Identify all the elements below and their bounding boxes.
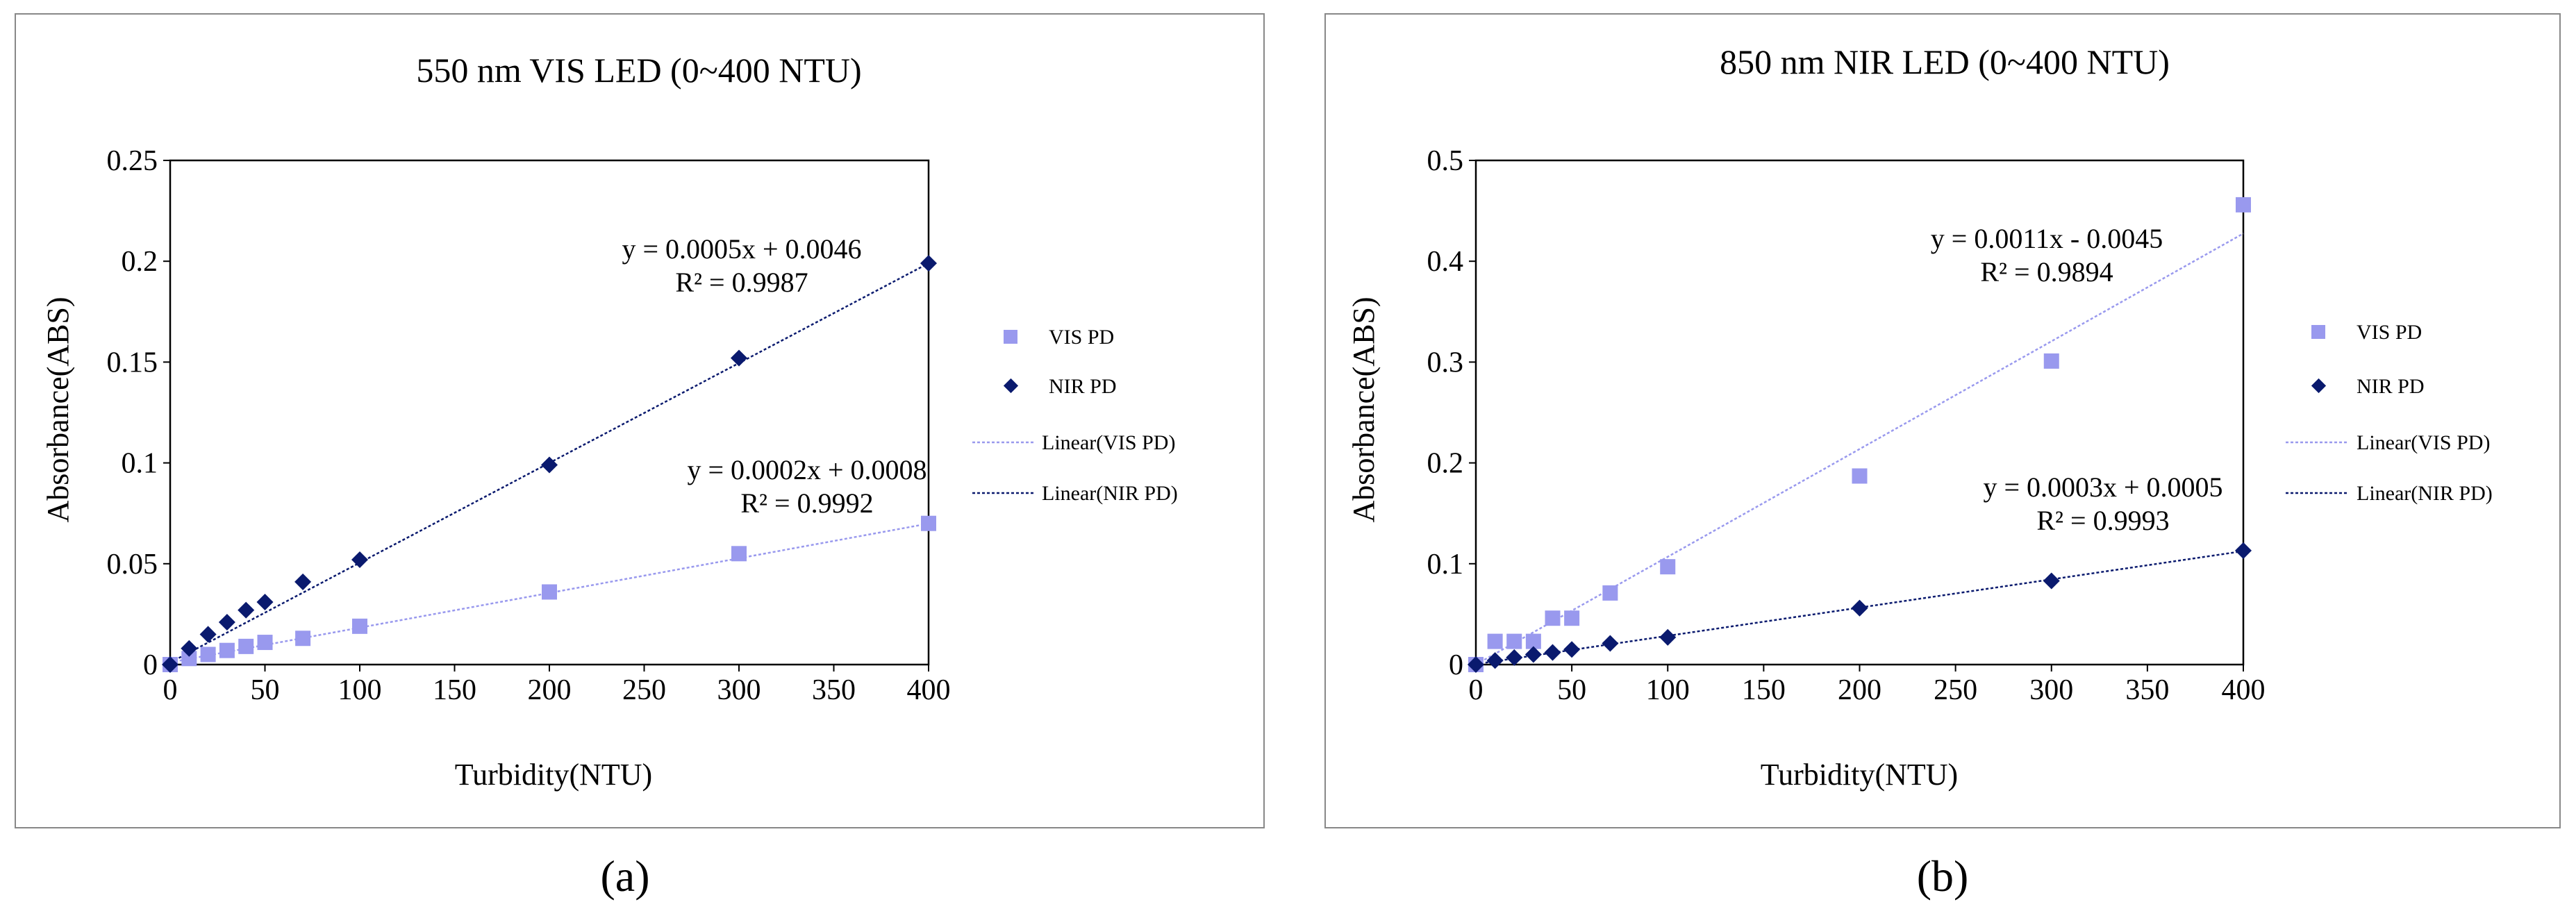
panel-b-title: 850 nm NIR LED (0~400 NTU) (1720, 42, 2170, 81)
x-tick-label: 200 (528, 674, 572, 706)
panel-a-vis-equation: y = 0.0002x + 0.0008 (687, 454, 926, 485)
panel-a-plot: 0 0.05 0.1 0.15 0.2 0.25 0 50 100 150 200 250 300 350… (107, 145, 951, 706)
legend-nir-marker (1003, 378, 1019, 394)
y-tick-label: 0.15 (107, 347, 158, 378)
x-tick-label: 350 (2125, 674, 2169, 706)
panel-a-nir-r2: R² = 0.9987 (675, 267, 808, 298)
legend-nir-label: NIR PD (2357, 375, 2425, 398)
panel-a-vis-r2: R² = 0.9992 (740, 487, 873, 519)
panel-b-frame (1324, 13, 2561, 828)
data-point-vis-pd (1525, 633, 1541, 649)
data-point-vis-pd (352, 618, 367, 634)
data-point-nir-pd (920, 255, 938, 272)
x-tick-label: 250 (1934, 674, 1977, 706)
panel-a-legend: VIS PD NIR PD Linear(VIS PD) Linear(NIR … (972, 326, 1178, 505)
x-tick-label: 0 (163, 674, 178, 706)
x-tick-label: 250 (622, 674, 666, 706)
panel-b-nir-equation: y = 0.0003x + 0.0005 (1983, 472, 2222, 503)
y-tick-label: 0.25 (107, 145, 158, 177)
data-point-vis-pd (257, 635, 273, 651)
panel-a-nir-equation: y = 0.0005x + 0.0046 (622, 233, 861, 265)
panel-b-vis-r2: R² = 0.9894 (1980, 256, 2113, 287)
data-point-vis-pd (2043, 353, 2059, 369)
x-tick-label: 100 (1646, 674, 1690, 706)
panel-b-ylabel: Absorbance(ABS) (1347, 297, 1381, 522)
data-point-vis-pd (1506, 633, 1522, 649)
data-point-vis-pd (1660, 559, 1676, 575)
data-point-vis-pd (1602, 585, 1618, 601)
y-tick-label: 0.1 (1427, 549, 1464, 581)
legend-vis-trend-label: Linear(VIS PD) (1042, 431, 1175, 454)
y-tick-label: 0.2 (1427, 448, 1464, 480)
y-tick-label: 0.1 (122, 448, 158, 480)
data-point-vis-pd (181, 651, 197, 667)
data-point-vis-pd (200, 647, 216, 662)
panel-b: 850 nm NIR LED (0~400 NTU) 0 0.1 0.2 0.3 0.4… (1324, 13, 2561, 828)
y-tick-label: 0 (143, 649, 158, 681)
data-point-vis-pd (921, 515, 936, 531)
panel-b-vis-equation: y = 0.0011x - 0.0045 (1931, 223, 2163, 254)
panel-a-xlabel: Turbidity(NTU) (455, 758, 652, 792)
x-tick-label: 50 (1557, 674, 1586, 706)
panel-a-ylabel: Absorbance(ABS) (41, 297, 75, 522)
legend-vis-marker (1004, 330, 1017, 344)
data-point-vis-pd (1852, 468, 1868, 484)
y-tick-label: 0.5 (1427, 145, 1464, 177)
x-tick-label: 300 (2029, 674, 2073, 706)
y-tick-label: 0 (1449, 649, 1463, 681)
x-tick-label: 300 (717, 674, 761, 706)
caption-b: (b) (1917, 851, 1969, 901)
x-tick-label: 400 (2222, 674, 2266, 706)
data-point-vis-pd (1564, 610, 1580, 626)
data-point-vis-pd (238, 638, 254, 654)
data-point-vis-pd (219, 642, 235, 658)
legend-nir-trend-label: Linear(NIR PD) (1042, 482, 1178, 505)
legend-vis-trend-label: Linear(VIS PD) (2357, 431, 2490, 454)
y-tick-label: 0.05 (107, 549, 158, 581)
panel-b-plot: 0 0.1 0.2 0.3 0.4 0.5 0 50 100 150 200 250 300 350 400 (1427, 145, 2266, 706)
data-point-vis-pd (731, 546, 747, 562)
panel-a-frame (15, 13, 1265, 828)
x-tick-label: 0 (1469, 674, 1484, 706)
panel-a: 550 nm VIS LED (0~400 NTU) 00.050.10.150… (15, 13, 1265, 828)
y-tick-label: 0.2 (122, 246, 158, 278)
x-tick-label: 200 (1838, 674, 1881, 706)
legend-vis-marker (2311, 325, 2325, 339)
data-point-vis-pd (2236, 197, 2251, 212)
panel-b-nir-r2: R² = 0.9993 (2036, 505, 2169, 536)
panel-a-title: 550 nm VIS LED (0~400 NTU) (416, 51, 861, 90)
legend-nir-trend-label: Linear(NIR PD) (2357, 482, 2493, 505)
data-point-vis-pd (1545, 610, 1561, 626)
data-point-vis-pd (295, 631, 311, 647)
x-tick-label: 150 (433, 674, 476, 706)
legend-nir-label: NIR PD (1049, 375, 1117, 398)
panel-b-xlabel: Turbidity(NTU) (1761, 758, 1958, 792)
y-tick-label: 0.3 (1427, 347, 1464, 378)
panel-b-legend: VIS PD NIR PD Linear(VIS PD) Linear(NIR … (2286, 321, 2493, 505)
x-tick-label: 350 (812, 674, 856, 706)
caption-a: (a) (600, 851, 649, 901)
x-tick-label: 400 (907, 674, 951, 706)
y-tick-label: 0.4 (1427, 246, 1464, 278)
data-point-vis-pd (1487, 633, 1503, 649)
data-point-vis-pd (542, 584, 557, 600)
legend-vis-label: VIS PD (1049, 326, 1114, 349)
x-tick-label: 50 (251, 674, 280, 706)
legend-nir-marker (2311, 378, 2327, 394)
data-point-nir-pd (730, 349, 748, 367)
x-tick-label: 100 (338, 674, 382, 706)
legend-vis-label: VIS PD (2357, 321, 2422, 344)
x-tick-label: 150 (1742, 674, 1786, 706)
